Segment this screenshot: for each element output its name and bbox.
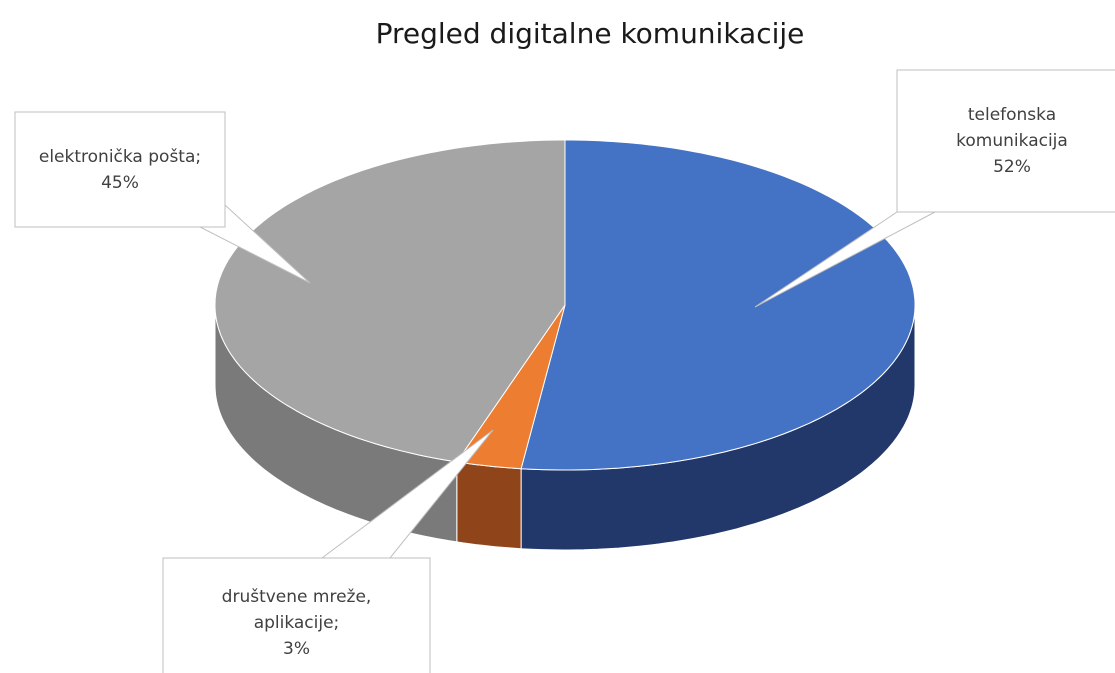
callout-box	[14, 111, 226, 228]
label-text: 3%	[283, 639, 310, 659]
label-text: telefonska komunikacija	[956, 105, 1068, 151]
data-label: društvene mreže, aplikacije; 3%	[192, 558, 402, 673]
callout: elektronička pošta; 45%	[20, 112, 220, 227]
callout-box	[162, 557, 431, 673]
slice-side	[456, 461, 522, 550]
callout: društvene mreže, aplikacije; 3%	[192, 558, 402, 673]
data-label: elektronička pošta; 45%	[20, 112, 220, 227]
label-text: društvene mreže, aplikacije;	[221, 587, 372, 633]
label-text: elektronička pošta;	[38, 146, 202, 167]
callout-box	[896, 69, 1115, 213]
callout: telefonska komunikacija 52%	[937, 70, 1087, 212]
label-text: 45%	[101, 172, 139, 193]
data-label: telefonska komunikacija 52%	[937, 70, 1087, 212]
slice	[520, 139, 916, 471]
slice	[214, 139, 566, 463]
chart-title: Pregled digitalne komunikacije	[376, 17, 805, 50]
label-text: 52%	[993, 157, 1031, 177]
